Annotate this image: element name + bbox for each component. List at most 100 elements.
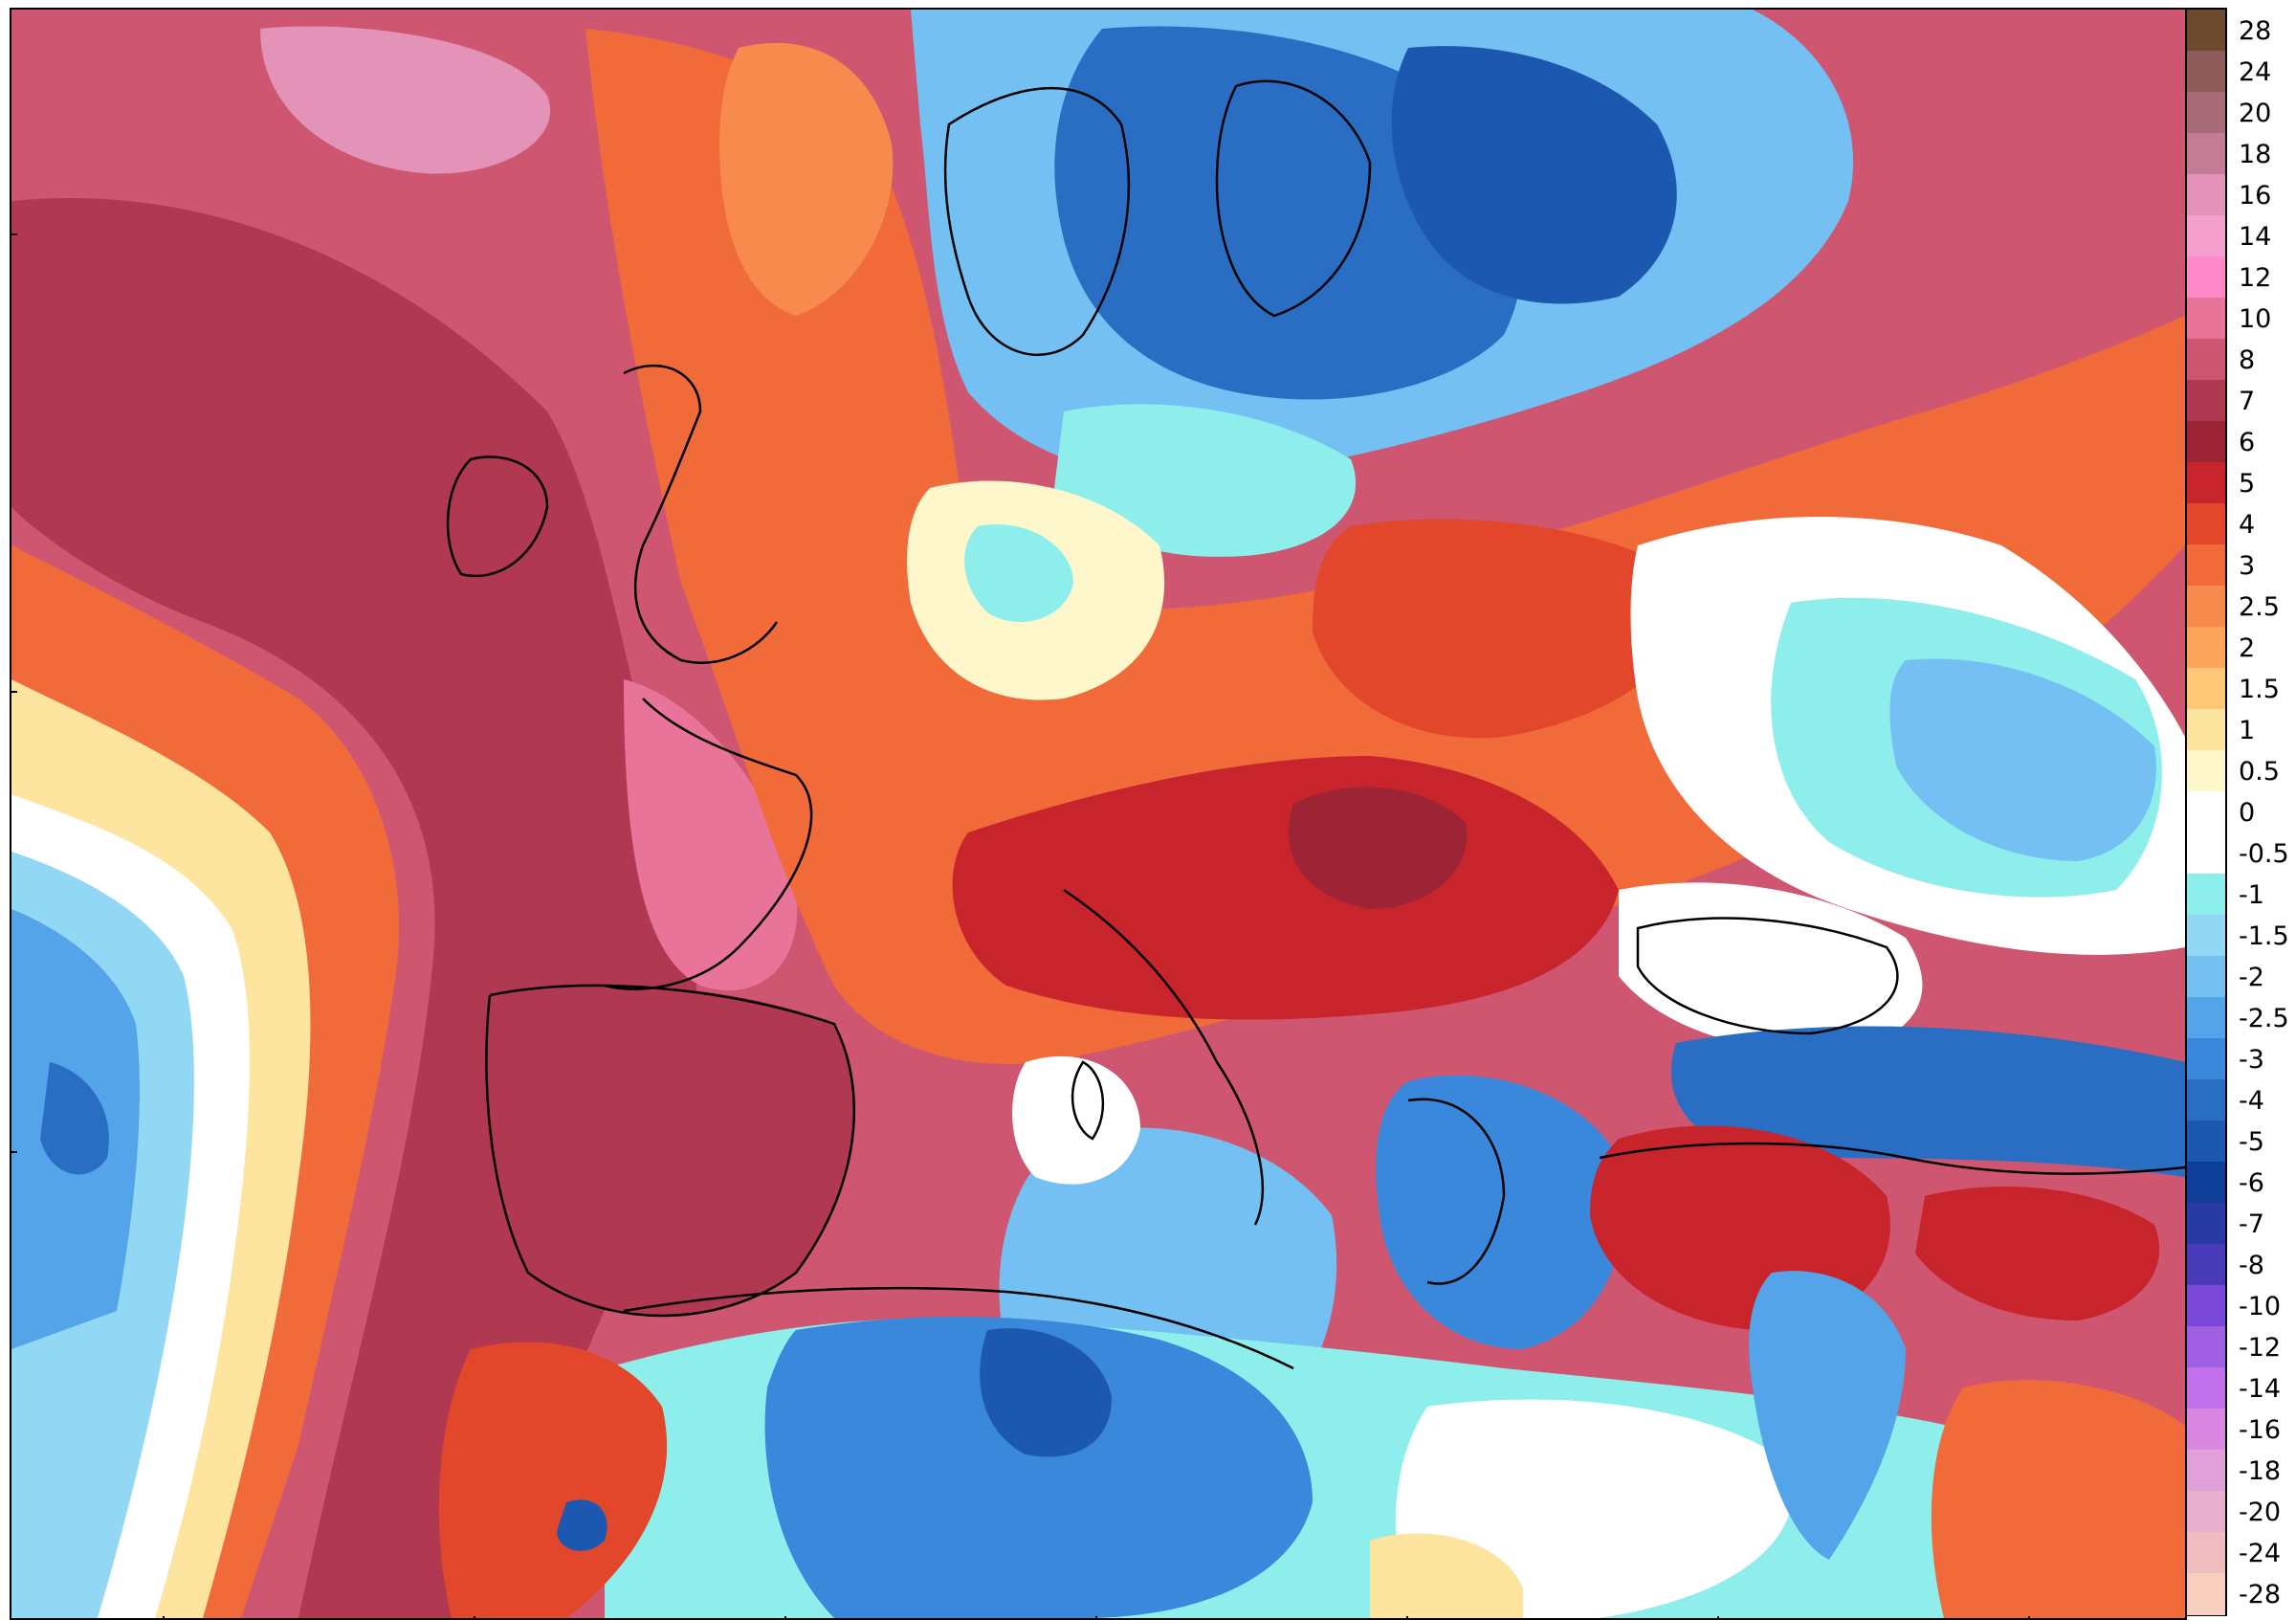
colorbar-label: -12 (2239, 1332, 2282, 1363)
colorbar-label: -2.5 (2239, 1003, 2289, 1033)
colorbar-label: -8 (2239, 1250, 2264, 1280)
x-tick (474, 1616, 475, 1620)
finland-darkblue (1391, 46, 1677, 304)
colorbar-label: -3 (2239, 1044, 2264, 1075)
greece-coast (1407, 1098, 1506, 1285)
colorbar-label: -5 (2239, 1126, 2264, 1157)
coastlines (446, 79, 2185, 1370)
colorbar-label: -14 (2239, 1373, 2282, 1404)
colorbar-label: 5 (2239, 468, 2256, 499)
anomaly-field (11, 10, 2185, 1618)
colorbar-label: -20 (2239, 1497, 2282, 1527)
colorbar-cell (2187, 380, 2225, 422)
colorbar-label: -24 (2239, 1538, 2282, 1568)
colorbar-label: 1.5 (2239, 674, 2280, 704)
y-tick (10, 1151, 17, 1153)
colorbar-cell (2187, 1532, 2225, 1574)
colorbar-label: 16 (2239, 180, 2272, 211)
turkey-coast (1599, 1142, 2185, 1175)
north-atlantic-pink (260, 26, 551, 174)
anomaly-map (10, 8, 2187, 1620)
colorbar-label: 0.5 (2239, 756, 2280, 787)
colorbar-label: -4 (2239, 1085, 2264, 1116)
east-blue (1889, 658, 2156, 861)
colorbar-cell (2187, 10, 2225, 52)
x-tick (163, 1616, 165, 1620)
x-tick (1095, 1616, 1097, 1620)
colorbar-cell (2187, 1038, 2225, 1080)
colorbar-cell (2187, 298, 2225, 340)
iberia-warm (486, 986, 854, 1316)
colorbar-cell (2187, 1326, 2225, 1368)
x-tick (1406, 1616, 1408, 1620)
colorbar-label: 12 (2239, 262, 2272, 293)
north-africa-coast (623, 1286, 1294, 1370)
colorbar-label: 2 (2239, 632, 2256, 663)
colorbar-label: 10 (2239, 303, 2272, 334)
colorbar-cell (2187, 1573, 2225, 1615)
colorbar-cell (2187, 874, 2225, 916)
colorbar-cell (2187, 1367, 2225, 1409)
anatolia-blue (1670, 1026, 2185, 1177)
colorbar-cell (2187, 256, 2225, 299)
colorbar-cell (2187, 215, 2225, 257)
colorbar-label: 4 (2239, 509, 2256, 540)
colorbar-cell (2187, 997, 2225, 1039)
morocco-blue-spot (557, 1499, 607, 1551)
colorbar-label: 2.5 (2239, 591, 2280, 622)
colorbar-cell (2187, 1162, 2225, 1204)
x-tick (1717, 1616, 1719, 1620)
colorbar-label: -1 (2239, 879, 2264, 910)
colorbar-cell (2187, 791, 2225, 833)
colorbar-cell (2187, 1491, 2225, 1533)
colorbar-cell (2187, 750, 2225, 792)
france-coast (604, 698, 813, 990)
hungary-deep (1288, 787, 1468, 909)
colorbar-label: 8 (2239, 344, 2256, 375)
ireland-coast (446, 455, 549, 578)
colorbar-cell (2187, 668, 2225, 710)
colorbar-label: 3 (2239, 550, 2256, 581)
norway-sea-orange (719, 42, 894, 316)
colorbar-cell (2187, 503, 2225, 545)
egypt-yellow (1370, 1533, 1523, 1618)
colorbar-cell (2187, 1285, 2225, 1327)
france-pink-core (624, 679, 798, 991)
colorbar-cell (2187, 1203, 2225, 1245)
y-tick (10, 233, 17, 235)
colorbar-cell (2187, 339, 2225, 381)
colorbar-label: -2 (2239, 962, 2264, 992)
colorbar-cell (2187, 956, 2225, 998)
baltic-cyan (1054, 404, 1357, 557)
colorbar-label: 1 (2239, 715, 2256, 745)
norway-coast (943, 86, 1131, 357)
colorbar-label: -10 (2239, 1291, 2282, 1321)
colorbar-cell (2187, 709, 2225, 751)
colorbar-label: -1.5 (2239, 921, 2289, 951)
x-tick (784, 1616, 786, 1620)
colorbar-cell (2187, 1121, 2225, 1163)
colorbar-label: 28 (2239, 15, 2272, 46)
colorbar-label: 20 (2239, 98, 2272, 128)
colorbar-cell (2187, 627, 2225, 669)
colorbar-label: 6 (2239, 427, 2256, 457)
anatolia-red-east (1915, 1187, 2160, 1320)
colorbar-label: -16 (2239, 1414, 2282, 1445)
algeria-darkblue (980, 1328, 1112, 1457)
x-tick (2028, 1616, 2030, 1620)
iberia-coast (485, 984, 855, 1318)
colorbar (2185, 8, 2227, 1616)
colorbar-label: 14 (2239, 221, 2272, 252)
black-sea-coast (1636, 917, 1899, 1035)
colorbar-cell (2187, 544, 2225, 587)
colorbar-label: 24 (2239, 56, 2272, 87)
morocco-red (438, 1342, 668, 1618)
y-tick (10, 691, 17, 693)
north-africa-blue (764, 1317, 1313, 1618)
atlantic-deep-blue (40, 1062, 109, 1175)
colorbar-cell (2187, 421, 2225, 463)
colorbar-cell (2187, 915, 2225, 957)
sweden-coast (1215, 79, 1372, 318)
colorbar-cell (2187, 462, 2225, 504)
colorbar-label: -0.5 (2239, 838, 2289, 869)
